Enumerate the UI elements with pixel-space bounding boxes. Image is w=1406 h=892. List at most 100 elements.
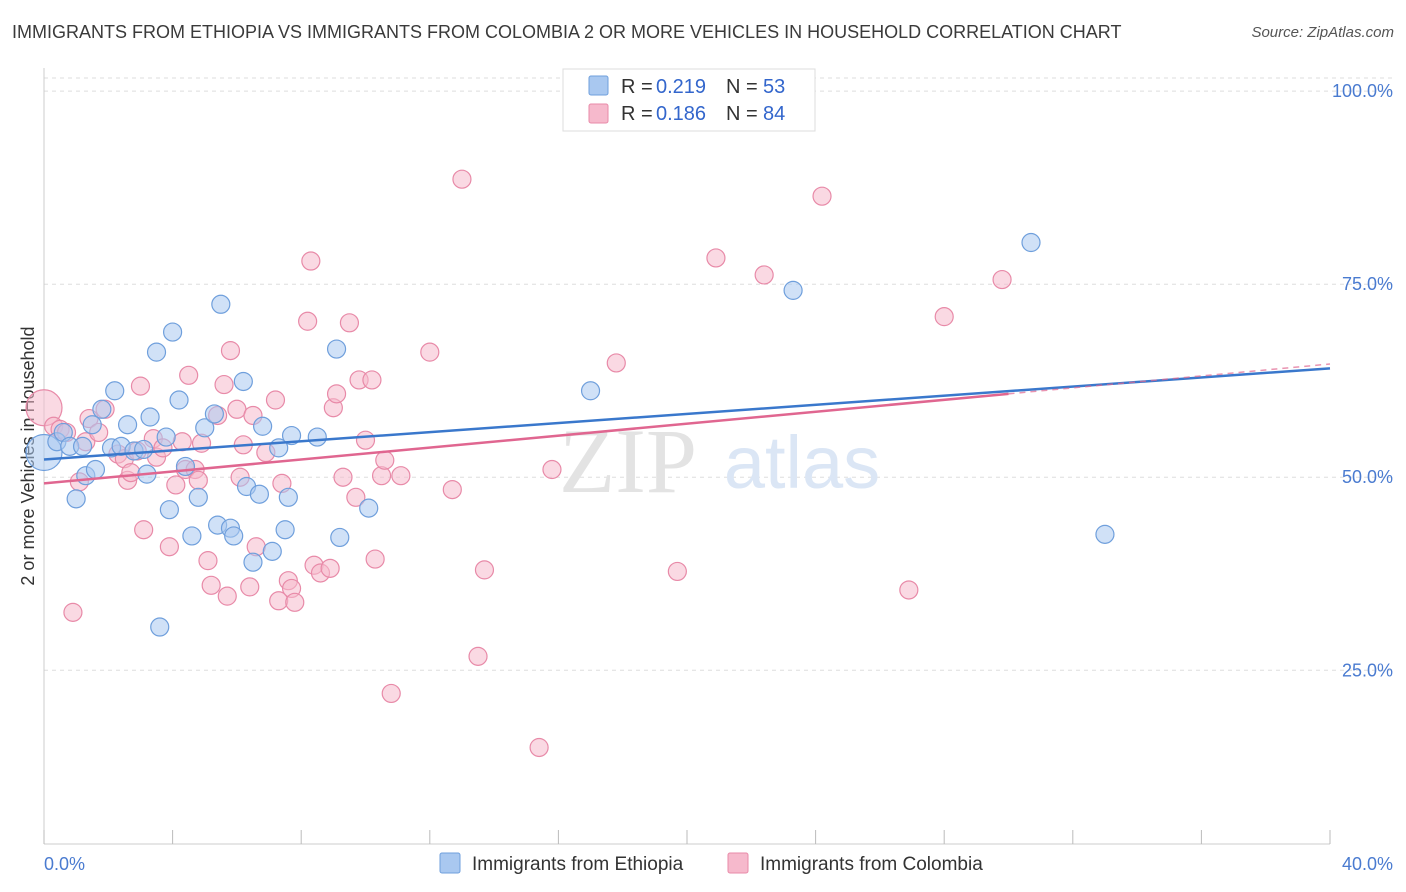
y-tick-label-100: 100.0% (1332, 81, 1393, 101)
point-ethiopia-28 (204, 404, 224, 424)
point-ethiopia-18 (146, 342, 167, 362)
point-ethiopia-33 (233, 371, 253, 392)
point-ethiopia-11 (105, 381, 125, 401)
point-ethiopia-27 (195, 418, 215, 438)
point-colombia-72 (606, 353, 626, 373)
point-ethiopia-50 (1095, 524, 1115, 544)
point-ethiopia-41 (278, 487, 298, 507)
point-ethiopia-49 (1021, 232, 1041, 253)
point-colombia-55 (339, 313, 360, 333)
point-ethiopia-42 (281, 425, 302, 446)
legend-swatch-colombia (588, 103, 609, 124)
watermark-zip: ZIP (559, 410, 697, 512)
point-colombia-65 (420, 342, 440, 362)
point-colombia-39 (246, 537, 266, 557)
legend-r-label-ethiopia: R = (621, 76, 653, 98)
bottom-legend-label-colombia: Immigrants from Colombia (760, 854, 983, 875)
point-colombia-74 (706, 248, 726, 268)
legend-r-value-colombia: 0.186 (656, 103, 706, 125)
point-ethiopia-30 (211, 294, 231, 314)
point-ethiopia-20 (156, 427, 176, 447)
point-colombia-76 (812, 186, 832, 206)
point-ethiopia-19 (150, 617, 170, 637)
point-colombia-33 (220, 341, 241, 361)
point-colombia-56 (346, 487, 366, 507)
point-colombia-41 (265, 390, 286, 410)
point-colombia-67 (452, 169, 472, 189)
point-ethiopia-22 (163, 322, 183, 342)
watermark-atlas: atlas (724, 421, 880, 504)
x-ticks (43, 830, 1331, 844)
point-colombia-15 (130, 376, 151, 396)
chart-title: IMMIGRANTS FROM ETHIOPIA VS IMMIGRANTS F… (12, 22, 1122, 42)
point-ethiopia-24 (175, 456, 196, 477)
point-colombia-61 (371, 466, 392, 486)
x-tick-label-max: 40.0% (1342, 854, 1393, 874)
point-ethiopia-35 (243, 552, 263, 572)
bottom-legend-swatch-colombia (727, 852, 749, 874)
point-ethiopia-4 (66, 489, 86, 509)
point-ethiopia-43 (307, 427, 327, 447)
point-colombia-51 (320, 558, 340, 578)
point-colombia-73 (667, 561, 687, 582)
trend-line-ethiopia (43, 367, 1331, 461)
legend-r-label-colombia: R = (621, 103, 653, 125)
point-colombia-59 (362, 370, 382, 390)
point-colombia-13 (121, 463, 141, 483)
point-colombia-77 (899, 580, 919, 600)
point-ethiopia-25 (182, 526, 202, 546)
point-colombia-46 (285, 592, 305, 612)
point-colombia-48 (301, 251, 321, 271)
legend-n-label-ethiopia: N = (726, 76, 758, 98)
point-colombia-58 (355, 430, 376, 450)
legend-swatch-ethiopia (588, 75, 609, 96)
point-colombia-26 (188, 470, 208, 490)
watermark: ZIP atlas (559, 410, 880, 512)
point-ethiopia-9 (92, 399, 112, 419)
trend-lines (43, 363, 1331, 485)
point-ethiopia-23 (169, 390, 189, 410)
series-colombia-points (25, 169, 1012, 758)
point-colombia-79 (992, 269, 1012, 290)
point-ethiopia-7 (82, 415, 102, 435)
point-colombia-28 (198, 551, 218, 571)
y-tick-labels: 25.0% 50.0% 75.0% 100.0% (1332, 81, 1393, 680)
point-ethiopia-36 (249, 484, 270, 504)
point-colombia-60 (365, 549, 385, 569)
point-ethiopia-5 (72, 436, 93, 456)
point-colombia-64 (391, 466, 411, 486)
legend-n-value-ethiopia: 53 (763, 76, 785, 98)
source-label: Source: ZipAtlas.com (1251, 24, 1394, 41)
point-ethiopia-38 (262, 541, 282, 561)
point-ethiopia-26 (188, 487, 208, 507)
point-colombia-71 (542, 459, 562, 480)
point-ethiopia-37 (253, 416, 273, 436)
y-tick-label-25: 25.0% (1342, 660, 1393, 680)
point-colombia-69 (474, 560, 495, 580)
point-colombia-32 (217, 586, 237, 606)
point-colombia-53 (326, 384, 347, 404)
point-ethiopia-40 (275, 520, 295, 540)
point-colombia-62 (375, 450, 395, 470)
point-colombia-24 (179, 365, 199, 385)
point-colombia-75 (754, 265, 774, 285)
legend-n-value-colombia: 84 (763, 103, 785, 125)
point-colombia-31 (214, 374, 234, 395)
point-colombia-21 (166, 475, 186, 495)
point-ethiopia-32 (224, 526, 244, 546)
bottom-legend: Immigrants from Ethiopia Immigrants from… (439, 852, 983, 875)
point-colombia-16 (134, 520, 154, 540)
point-colombia-54 (333, 467, 353, 487)
y-tick-label-75: 75.0% (1342, 274, 1393, 294)
point-ethiopia-46 (359, 498, 379, 518)
point-colombia-63 (381, 683, 401, 704)
legend-r-value-ethiopia: 0.219 (656, 76, 706, 98)
trend-extension-colombia (1008, 363, 1331, 395)
point-colombia-66 (442, 479, 462, 500)
point-ethiopia-48 (783, 280, 803, 300)
point-colombia-47 (298, 311, 318, 331)
legend-n-label-colombia: N = (726, 103, 758, 125)
point-colombia-68 (468, 646, 488, 666)
point-colombia-34 (227, 399, 247, 419)
